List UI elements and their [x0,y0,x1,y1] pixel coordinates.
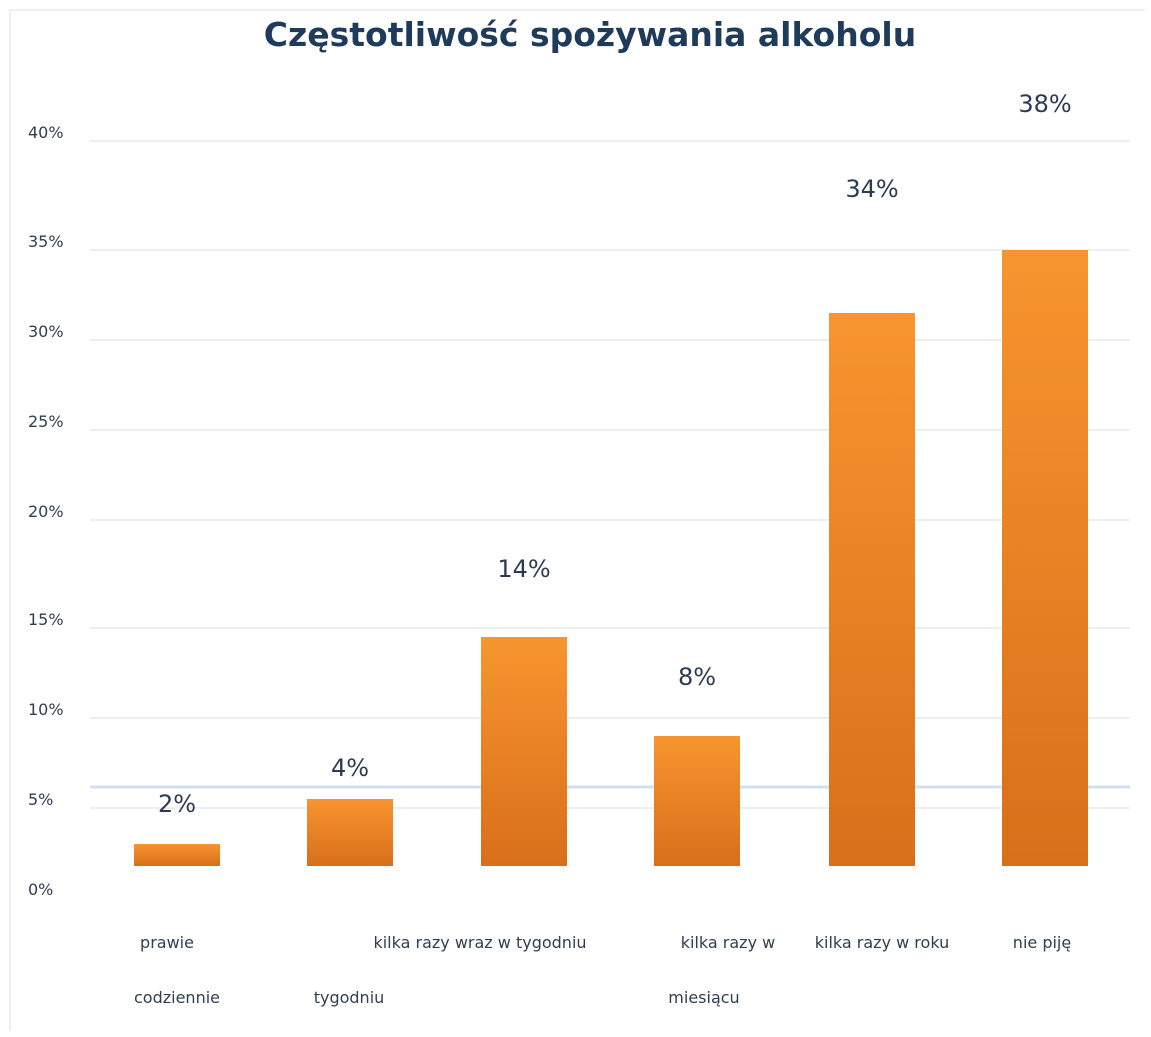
x-category-label: kilka razy w roku [815,933,949,952]
data-label: 8% [678,663,716,691]
data-label: 4% [331,754,369,782]
bar [134,844,220,866]
gridlines [90,140,1130,809]
y-axis-ticks: 0% 5% 10% 15% 20% 25% 30% 35% 40% [28,123,64,899]
data-labels: 2% 4% 14% 8% 34% 38% [158,90,1072,818]
data-label: 2% [158,790,196,818]
x-category-label: miesiącu [668,988,739,1007]
category-labels: prawie codziennie kilka razy wraz w tygodn… [134,933,1071,1007]
x-category-label: kilka razy wraz w tygodniu [373,933,586,952]
data-label: 14% [497,555,550,583]
y-tick-label: 35% [28,232,64,251]
data-label: 38% [1018,90,1071,118]
bars [134,250,1088,866]
y-tick-label: 20% [28,502,64,521]
y-tick-label: 0% [28,880,53,899]
y-tick-label: 40% [28,123,64,142]
bar [654,736,740,866]
y-tick-label: 30% [28,322,64,341]
y-tick-label: 15% [28,610,64,629]
chart-title: Częstotliwość spożywania alkoholu [264,15,916,54]
y-tick-label: 25% [28,412,64,431]
y-tick-label: 5% [28,790,53,809]
bar [307,799,393,866]
x-category-label: codziennie [134,988,220,1007]
bar [829,313,915,866]
bar [1002,250,1088,866]
x-category-label: kilka razy w [681,933,775,952]
y-tick-label: 10% [28,700,64,719]
data-label: 34% [845,175,898,203]
x-category-label: nie piję [1013,933,1071,952]
bar [481,637,567,866]
x-category-label: prawie [140,933,194,952]
x-category-label: tygodniu [314,988,385,1007]
